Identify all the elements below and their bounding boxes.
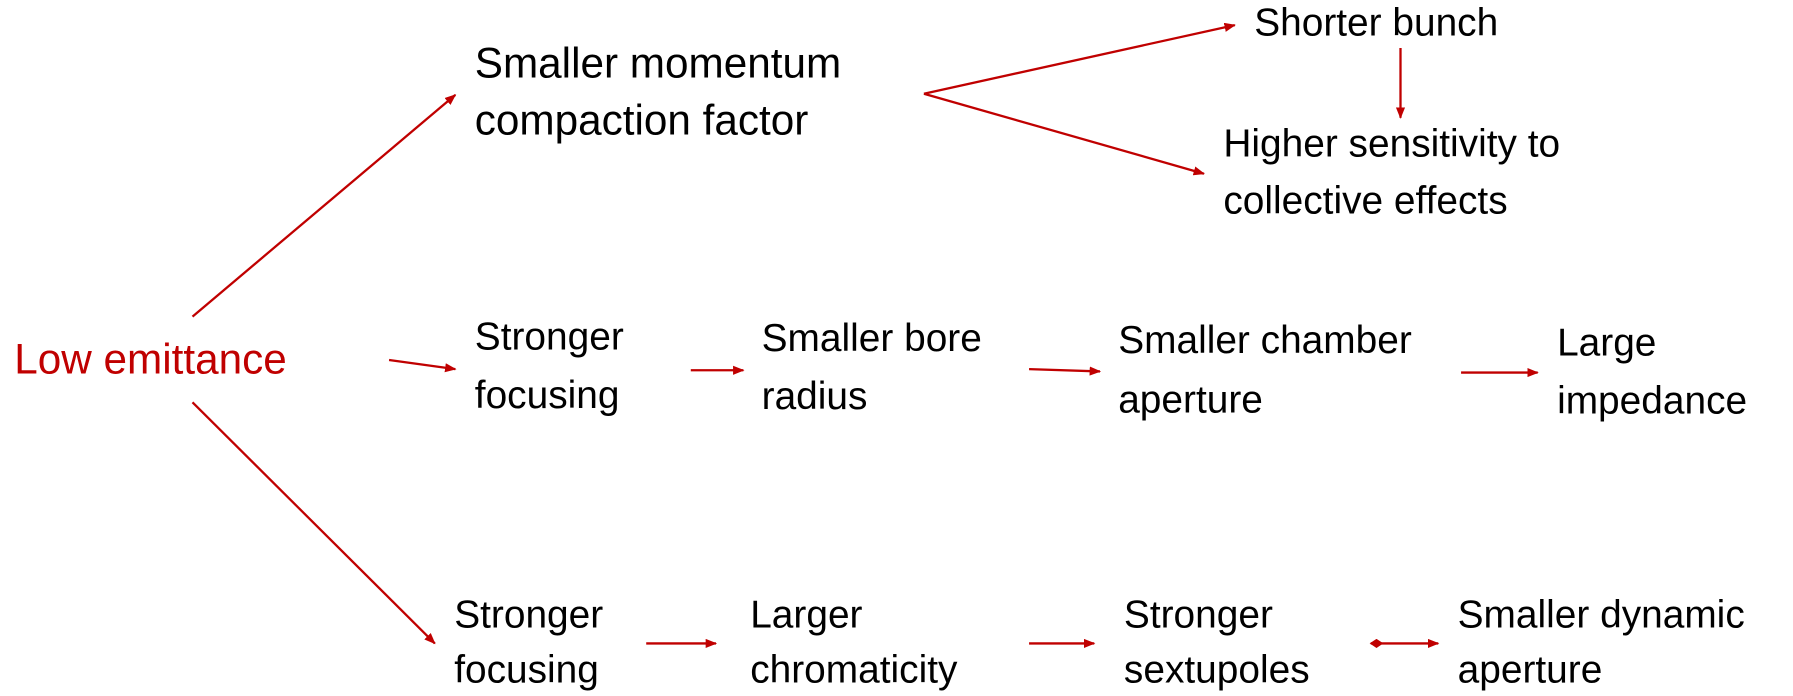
- node-label: impedance: [1557, 380, 1747, 423]
- node-label: chromaticity: [750, 648, 958, 691]
- node-label: aperture: [1118, 379, 1263, 422]
- arrow: [191, 401, 436, 645]
- node-label: Stronger: [475, 316, 624, 359]
- node-label: Smaller dynamic: [1458, 593, 1745, 636]
- node-label: Smaller momentum: [475, 39, 841, 86]
- node-label: Stronger: [454, 593, 603, 636]
- arrow: [1029, 366, 1102, 376]
- node-label: Shorter bunch: [1254, 1, 1498, 44]
- node-label: Low emittance: [14, 335, 287, 382]
- node-label: focusing: [475, 374, 620, 417]
- node-label: Larger: [750, 593, 862, 636]
- node-label: focusing: [454, 648, 599, 691]
- node-label: Large: [1557, 321, 1656, 364]
- arrow: [923, 22, 1236, 95]
- node-label: radius: [762, 375, 868, 418]
- arrow: [388, 358, 457, 373]
- node-label: Higher sensitivity to: [1223, 123, 1560, 166]
- node-label: Smaller chamber: [1118, 319, 1412, 362]
- labels: Low emittance Smaller momentum compactio…: [14, 1, 1747, 691]
- node-label: collective effects: [1223, 180, 1507, 223]
- node-label: sextupoles: [1124, 648, 1310, 691]
- node-label: Stronger: [1124, 593, 1273, 636]
- arrows: [191, 22, 1539, 648]
- node-label: compaction factor: [475, 97, 809, 144]
- arrow: [923, 92, 1206, 176]
- node-label: aperture: [1458, 648, 1603, 691]
- node-label: Smaller bore: [762, 317, 982, 360]
- arrow: [191, 93, 457, 318]
